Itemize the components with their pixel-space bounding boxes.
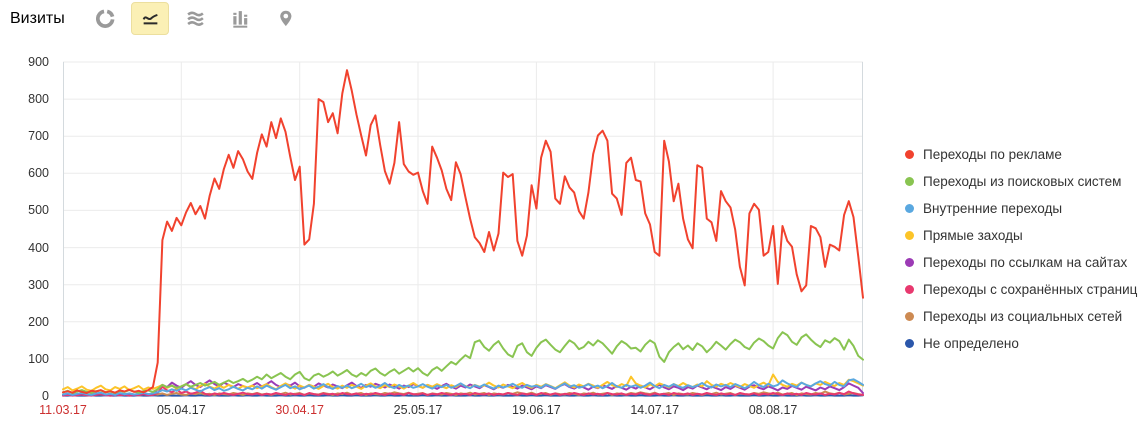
y-tick-label: 200 [28,314,49,329]
y-tick-label: 0 [42,389,49,403]
legend-dot [905,231,914,240]
x-axis-labels: 11.03.17 05.04.17 30.04.17 25.05.17 19.06.17… [39,403,863,421]
y-axis-labels: 0 100 200 300 400 500 600 700 800 900 [0,55,56,403]
chart-type-toolbar [86,2,304,35]
y-tick-label: 800 [28,92,49,107]
line-chart-icon [141,9,160,28]
legend-label: Переходы по рекламе [923,147,1062,162]
legend-dot [905,258,914,267]
chart-legend: Переходы по рекламе Переходы из поисковых… [905,141,1137,357]
y-tick-label: 500 [28,203,49,218]
chart-type-map-button[interactable] [266,2,304,35]
chart-type-pie-button[interactable] [86,2,124,35]
y-tick-label: 900 [28,55,49,69]
legend-item[interactable]: Не определено [905,330,1137,357]
legend-label: Переходы с сохранённых страниц [923,282,1138,297]
chart-type-columns-button[interactable] [221,2,259,35]
legend-label: Переходы по ссылкам на сайтах [923,255,1128,270]
legend-label: Прямые заходы [923,228,1023,243]
legend-item[interactable]: Прямые заходы [905,222,1137,249]
x-tick-label: 08.08.17 [748,403,798,417]
visits-line-chart-svg [62,61,864,397]
legend-label: Переходы из поисковых систем [923,174,1122,189]
legend-label: Внутренние переходы [923,201,1063,216]
series-line [62,385,864,397]
legend-label: Не определено [923,336,1019,351]
x-tick-label: 14.07.17 [630,403,680,417]
legend-item[interactable]: Переходы с сохранённых страниц [905,276,1137,303]
chart-type-line-button[interactable] [131,2,169,35]
y-tick-label: 300 [28,277,49,292]
chart-area [62,61,864,397]
legend-item[interactable]: Переходы из поисковых систем [905,168,1137,195]
series-line [62,69,864,394]
legend-dot [905,204,914,213]
legend-dot [905,150,914,159]
x-tick-label: 11.03.17 [39,403,87,417]
legend-item[interactable]: Внутренние переходы [905,195,1137,222]
x-tick-label: 19.06.17 [512,403,561,417]
legend-item[interactable]: Переходы из социальных сетей [905,303,1137,330]
y-tick-label: 100 [28,351,49,366]
x-tick-label: 25.05.17 [393,403,443,417]
y-tick-label: 600 [28,166,49,181]
map-pin-icon [276,9,295,28]
legend-dot [905,177,914,186]
x-tick-label: 05.04.17 [156,403,206,417]
y-tick-label: 400 [28,240,49,255]
series-line [62,378,864,396]
legend-item[interactable]: Переходы по рекламе [905,141,1137,168]
legend-dot [905,285,914,294]
x-tick-label: 30.04.17 [275,403,324,417]
stacked-areas-icon [186,9,205,28]
y-tick-label: 700 [28,129,49,144]
legend-label: Переходы из социальных сетей [923,309,1123,324]
series-line [62,331,864,394]
legend-item[interactable]: Переходы по ссылкам на сайтах [905,249,1137,276]
chart-type-stacked-areas-button[interactable] [176,2,214,35]
bar-columns-icon [231,9,250,28]
pie-chart-icon [95,9,115,28]
legend-dot [905,312,914,321]
legend-dot [905,339,914,348]
page-title: Визиты [10,10,65,27]
